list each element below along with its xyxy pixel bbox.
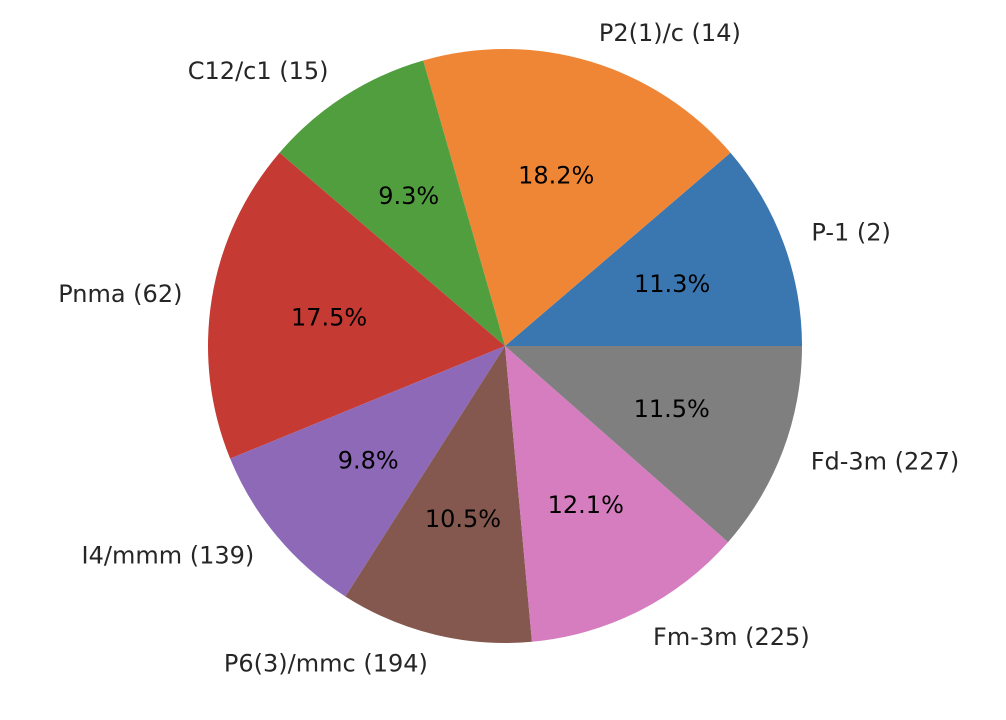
category-label: P2(1)/c (14) bbox=[599, 19, 741, 47]
category-label: P6(3)/mmc (194) bbox=[224, 649, 428, 677]
category-label: I4/mmm (139) bbox=[82, 541, 255, 569]
category-label: Fm-3m (225) bbox=[653, 623, 810, 651]
percent-label: 9.8% bbox=[338, 446, 399, 474]
pie-slice bbox=[505, 346, 802, 543]
percent-label: 11.5% bbox=[634, 395, 710, 423]
category-label: Pnma (62) bbox=[58, 280, 182, 308]
pie-slice bbox=[345, 346, 532, 643]
pie-slice bbox=[207, 152, 505, 459]
percent-label: 11.3% bbox=[634, 270, 710, 298]
percent-labels: 11.3% 18.2% 9.3% 17.5% 9.8% 10.5% 12.1% 11.5% bbox=[291, 161, 710, 533]
pie-slice bbox=[505, 346, 729, 642]
percent-label: 10.5% bbox=[425, 505, 501, 533]
percent-label: 18.2% bbox=[518, 161, 594, 189]
pie-slices bbox=[207, 49, 802, 643]
percent-label: 17.5% bbox=[291, 304, 367, 332]
category-label: P-1 (2) bbox=[811, 219, 891, 247]
pie-slice bbox=[505, 152, 802, 346]
pie-slice bbox=[423, 49, 731, 346]
pie-slice bbox=[279, 60, 505, 347]
category-label: Fd-3m (227) bbox=[811, 447, 960, 475]
percent-label: 12.1% bbox=[548, 491, 624, 519]
category-label: C12/c1 (15) bbox=[188, 57, 329, 85]
category-labels: P-1 (2) P2(1)/c (14) C12/c1 (15) Pnma (62) I… bbox=[58, 19, 959, 677]
percent-label: 9.3% bbox=[378, 182, 439, 210]
pie-slice bbox=[230, 346, 506, 597]
